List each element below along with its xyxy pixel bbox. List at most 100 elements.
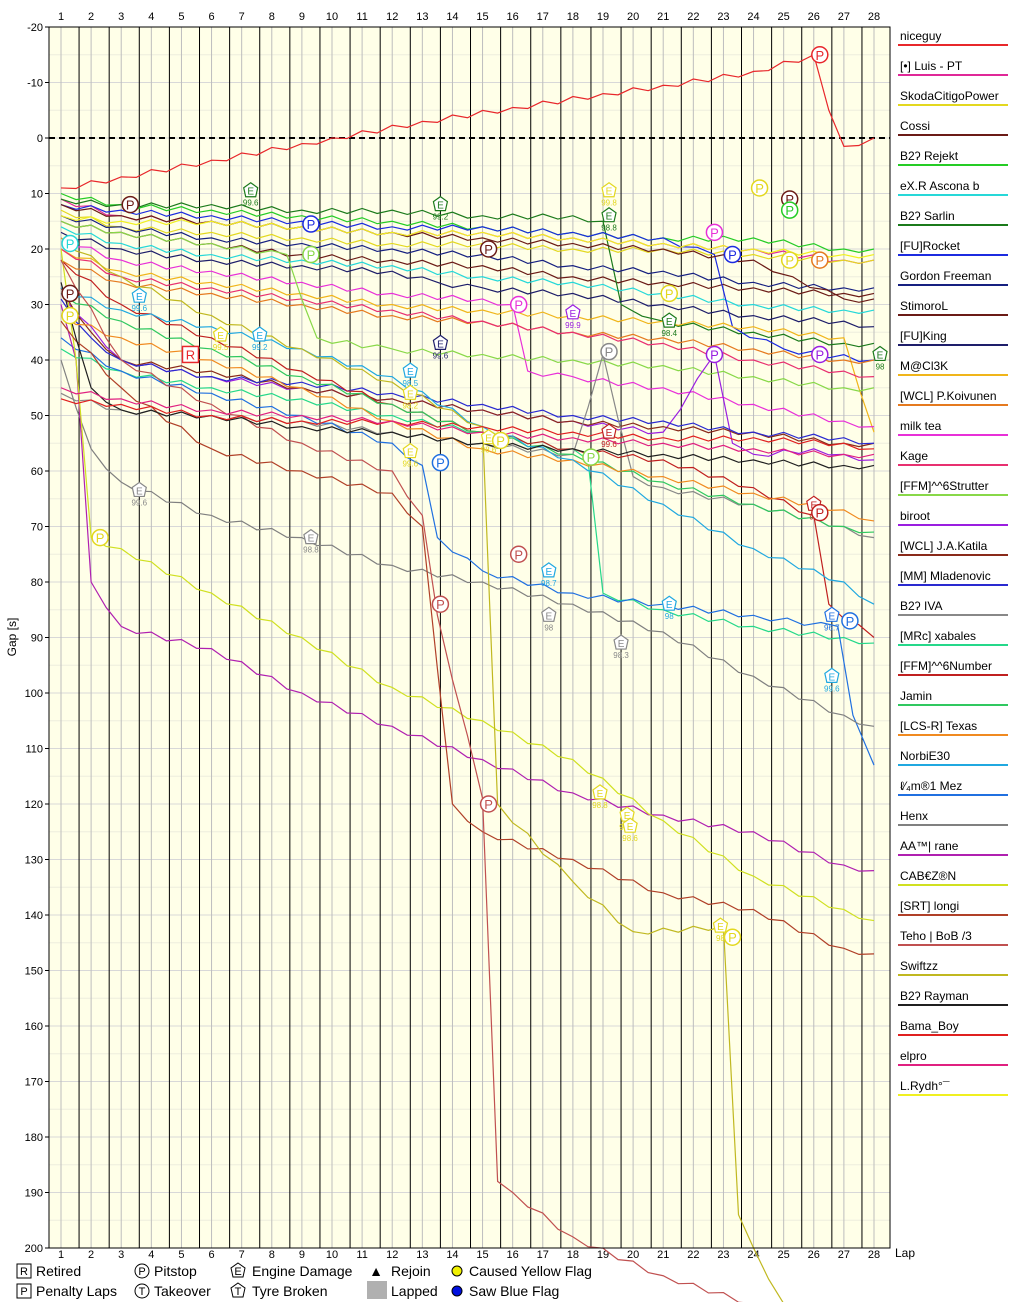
pitstop-marker-label: P [846, 614, 855, 629]
event-marker-E: E98.4 [661, 312, 678, 338]
vertical-gridlines [60, 27, 875, 1248]
engine-marker-shape [402, 362, 418, 378]
legend-item: Cossi [898, 119, 1008, 136]
engine-marker-shape [824, 606, 840, 622]
pitstop-marker-label: P [96, 531, 105, 546]
retired-marker-label: R [186, 347, 195, 362]
engine-marker-shape [613, 634, 629, 650]
legend-item-label: M@Cl3K [900, 359, 948, 373]
engine-marker-shape [252, 326, 268, 342]
pitstop-marker-label: P [496, 433, 505, 448]
legend-item: B2ʔ Sarlin [898, 209, 1008, 226]
x-tick-label-bottom: 18 [567, 1249, 579, 1261]
y-tick-label: 10 [31, 189, 43, 201]
event-marker-P: P [479, 240, 498, 258]
event-marker-P: P [509, 545, 528, 563]
series-line [60, 215, 875, 292]
engine-marker-symbol: E [606, 187, 613, 198]
event-marker-P: P [705, 345, 724, 364]
event-marker-E: E98.8 [601, 206, 617, 233]
pitstop-marker-circle [121, 195, 140, 214]
engine-marker-symbol: E [877, 350, 884, 361]
engine-marker-symbol: E [545, 567, 552, 578]
pitstop-marker-circle [705, 345, 724, 364]
legend-lapped-icon [367, 1281, 387, 1299]
legend-yellow-label: Caused Yellow Flag [469, 1263, 592, 1279]
event-marker-E: E99.6 [433, 334, 449, 360]
x-tick-label-top: 8 [269, 11, 275, 23]
engine-marker-value: 98.3 [613, 651, 629, 660]
x-axis-ticks-top: 1 2 3 4 5 6 7 8 9 10 11 12 13 14 15 16 17 18 19 20 21 22 23 24 2… [58, 11, 880, 23]
event-marker-E: E99.9 [565, 304, 581, 330]
x-tick-label-bottom: 26 [808, 1249, 820, 1261]
engine-marker-value: 98.7 [541, 579, 557, 588]
event-marker-E: E98.8 [303, 528, 319, 555]
event-marker-P: P [660, 284, 678, 303]
series-line [60, 198, 875, 348]
legend-penalty-icon: P [16, 1283, 32, 1299]
engine-marker-symbol: E [606, 212, 613, 223]
pitstop-marker-label: P [710, 225, 719, 240]
legend-penalty-icon-symbol: P [20, 1286, 27, 1298]
legend-item-label: [MM] Mladenovic [900, 569, 991, 583]
legend-item: [•] Luis - PT [898, 59, 1008, 76]
engine-marker-value: 98.6 [481, 446, 497, 455]
x-tick-label-top: 24 [747, 11, 759, 23]
legend-retired-icon: R [16, 1263, 32, 1279]
pitstop-marker-circle [61, 284, 79, 303]
event-marker-E: E99.2 [252, 326, 268, 352]
legend-item-label: [FU]Rocket [900, 239, 961, 253]
event-marker-E: E98.2 [402, 384, 419, 410]
engine-marker-value: 99.6 [131, 498, 147, 507]
legend-tyre-icon-shape [230, 1282, 246, 1298]
legend-item: Swiftzz [898, 959, 1008, 976]
engine-marker-shape [565, 304, 581, 320]
pitstop-marker-circle [811, 251, 829, 269]
x-tick-label-top: 17 [537, 11, 549, 23]
legend-item-label: [FFM]^^6Number [900, 659, 992, 673]
pitstop-marker-label: P [307, 248, 316, 263]
pitstop-marker-label: P [728, 248, 737, 263]
pitstop-marker-circle [479, 240, 498, 258]
pitstop-marker-circle [61, 234, 79, 253]
pitstop-marker-label: P [587, 450, 596, 465]
y-tick-label: 20 [31, 244, 43, 256]
legend-item: elpro [898, 1049, 1008, 1066]
legend-item-label: eX.R Ascona b [900, 179, 980, 193]
y-tick-label: -20 [27, 22, 43, 34]
pitstop-marker-circle [811, 345, 829, 364]
series-line [60, 192, 875, 253]
engine-marker-shape [131, 287, 147, 303]
pitstop-marker-circle [780, 251, 799, 269]
engine-marker-shape [622, 817, 638, 833]
event-marker-E: E98.3 [613, 634, 629, 660]
legend-item-label: B2ʔ IVA [900, 599, 942, 613]
y-tick-label: -10 [27, 78, 43, 90]
series-line [60, 237, 875, 428]
legend-item: eX.R Ascona b [898, 179, 1008, 196]
legend-retired-icon-box [16, 1263, 32, 1279]
x-tick-label-bottom: 20 [627, 1249, 639, 1261]
y-tick-label: 70 [31, 522, 43, 534]
engine-marker-value: 99.6 [601, 440, 617, 449]
x-tick-label-bottom: 3 [118, 1249, 124, 1261]
y-tick-label: 90 [31, 633, 43, 645]
series-line [60, 348, 875, 645]
event-marker-P: P [61, 234, 79, 253]
legend-item: StimoroL [898, 299, 1008, 316]
pitstop-marker-label: P [436, 456, 445, 471]
x-tick-label-bottom: 10 [326, 1249, 338, 1261]
x-tick-label-bottom: 25 [778, 1249, 790, 1261]
x-tick-label-bottom: 7 [239, 1249, 245, 1261]
x-tick-label-top: 6 [208, 11, 214, 23]
engine-marker-value: 98.2 [402, 401, 418, 410]
x-tick-label-bottom: 15 [476, 1249, 488, 1261]
x-tick-label-bottom: 24 [747, 1249, 759, 1261]
engine-marker-shape [541, 562, 557, 578]
engine-marker-shape [824, 667, 840, 683]
pitstop-marker-label: P [484, 797, 493, 812]
legend-item-label: [WCL] J.A.Katila [900, 539, 988, 553]
engine-marker-shape [601, 206, 617, 223]
engine-marker-symbol: E [597, 789, 604, 800]
